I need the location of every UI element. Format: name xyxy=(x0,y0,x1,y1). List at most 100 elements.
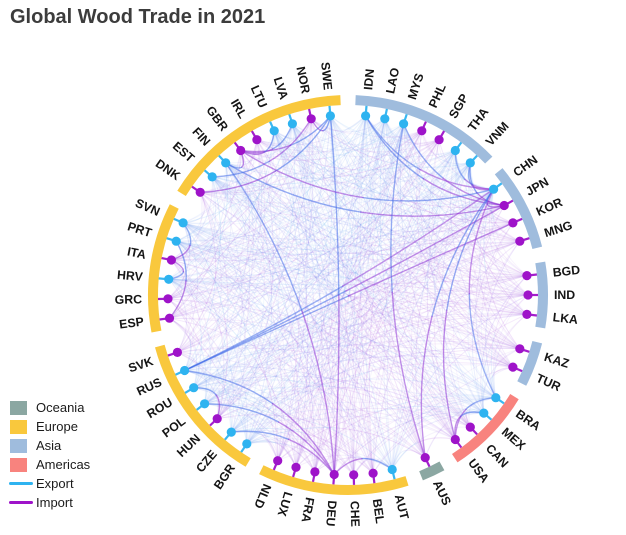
legend-item-import[interactable]: Import xyxy=(8,493,90,512)
node-dot-est-export[interactable] xyxy=(207,172,217,182)
trade-edge xyxy=(177,269,218,353)
trade-edge xyxy=(168,278,313,348)
node-dot-vnm-export[interactable] xyxy=(465,158,475,168)
node-dot-che-import[interactable] xyxy=(349,470,359,480)
legend-item-export[interactable]: Export xyxy=(8,474,90,493)
node-dot-cze-export[interactable] xyxy=(226,427,236,437)
trade-edge xyxy=(337,188,494,248)
node-dot-nld-import[interactable] xyxy=(273,456,283,466)
node-dot-svk-import[interactable] xyxy=(172,347,182,357)
trade-edge xyxy=(387,395,496,409)
trade-edge xyxy=(337,427,426,459)
node-label-ita: ITA xyxy=(126,244,147,261)
node-dot-aut-export[interactable] xyxy=(387,464,397,475)
node-dot-kaz-import[interactable] xyxy=(515,344,525,354)
trade-edge xyxy=(317,395,426,458)
node-label-aut: AUT xyxy=(392,493,412,521)
node-dot-pol-export[interactable] xyxy=(200,399,210,409)
node-label-fin: FIN xyxy=(189,125,213,149)
trade-edge xyxy=(360,276,514,368)
trade-edge xyxy=(177,263,226,353)
trade-edge xyxy=(319,139,440,209)
legend-item-asia[interactable]: Asia xyxy=(8,436,90,455)
trade-edge xyxy=(431,271,497,399)
node-dot-hun-import[interactable] xyxy=(212,414,222,424)
node-dot-bgd-import[interactable] xyxy=(522,271,532,281)
trade-edge xyxy=(404,397,496,416)
node-dot-mys-export[interactable] xyxy=(399,119,409,129)
node-dot-mng-import[interactable] xyxy=(515,236,525,246)
node-dot-svn-export[interactable] xyxy=(178,218,188,228)
trade-edge xyxy=(264,333,297,468)
node-label-jpn: JPN xyxy=(523,175,551,199)
trade-edge xyxy=(168,215,260,280)
trade-edge xyxy=(347,130,423,151)
trade-edge xyxy=(310,118,381,277)
trade-edge xyxy=(359,313,527,339)
node-dot-fra-import[interactable] xyxy=(310,467,320,477)
node-dot-usa-import[interactable] xyxy=(450,434,460,445)
node-dot-ltu-export[interactable] xyxy=(269,126,279,136)
trade-edge xyxy=(240,150,330,305)
trade-edge xyxy=(348,123,405,296)
node-dot-chn-export[interactable] xyxy=(489,184,499,194)
node-dot-tur-import[interactable] xyxy=(508,362,518,372)
trade-edge xyxy=(294,339,374,474)
trade-edge xyxy=(300,118,386,254)
node-dot-lao-export[interactable] xyxy=(380,114,390,124)
trade-edge xyxy=(296,370,393,470)
continent-arc-oceania-5 xyxy=(419,461,445,481)
trade-edge xyxy=(384,118,435,234)
node-dot-jpn-import[interactable] xyxy=(499,200,509,211)
node-dot-fin-export[interactable] xyxy=(221,158,231,168)
trade-edge xyxy=(384,160,471,168)
legend-item-europe[interactable]: Europe xyxy=(8,417,90,436)
node-dot-esp-import[interactable] xyxy=(164,313,175,323)
trade-edge xyxy=(193,387,295,409)
node-dot-deu-import[interactable] xyxy=(329,469,339,480)
trade-edge xyxy=(391,333,428,470)
node-dot-rus-export[interactable] xyxy=(180,365,190,376)
node-dot-kor-import[interactable] xyxy=(508,218,518,228)
node-dot-grc-import[interactable] xyxy=(163,294,173,304)
trade-edge xyxy=(322,130,423,180)
trade-edge xyxy=(292,115,367,252)
node-dot-can-import[interactable] xyxy=(465,422,475,432)
trade-edge xyxy=(246,415,351,445)
trade-edge xyxy=(311,346,426,458)
node-dot-ita-import[interactable] xyxy=(166,255,176,265)
trade-edge xyxy=(323,123,405,281)
node-dot-irl-import[interactable] xyxy=(252,135,262,145)
node-dot-swe-export[interactable] xyxy=(325,111,335,121)
node-dot-idn-export[interactable] xyxy=(361,111,371,121)
legend-item-americas[interactable]: Americas xyxy=(8,455,90,474)
node-dot-sgp-import[interactable] xyxy=(434,135,444,145)
node-dot-phl-import[interactable] xyxy=(417,126,427,136)
trade-edge xyxy=(315,331,426,458)
node-dot-prt-export[interactable] xyxy=(171,236,181,246)
node-dot-lux-import[interactable] xyxy=(291,462,301,472)
node-dot-bra-export[interactable] xyxy=(491,393,501,403)
node-dot-ind-import[interactable] xyxy=(523,290,533,300)
node-dot-tha-export[interactable] xyxy=(450,145,460,156)
node-dot-aus-import[interactable] xyxy=(420,453,430,463)
node-dot-nor-import[interactable] xyxy=(306,114,316,124)
trade-edge xyxy=(328,162,471,237)
legend-label: Americas xyxy=(36,457,91,472)
trade-edge xyxy=(168,278,283,359)
node-dot-gbr-import[interactable] xyxy=(236,145,246,156)
node-dot-bgr-export[interactable] xyxy=(242,439,252,449)
legend-item-oceania[interactable]: Oceania xyxy=(8,398,90,417)
node-dot-hrv-export[interactable] xyxy=(164,274,174,284)
trade-edge xyxy=(367,249,529,296)
node-dot-mex-export[interactable] xyxy=(479,408,489,418)
node-dot-lva-export[interactable] xyxy=(287,119,297,129)
trade-edge xyxy=(171,259,224,339)
node-label-rou: ROU xyxy=(144,395,175,421)
node-dot-bel-import[interactable] xyxy=(368,468,378,478)
node-dot-dnk-import[interactable] xyxy=(195,187,205,197)
node-dot-lka-import[interactable] xyxy=(522,309,532,319)
node-dot-rou-export[interactable] xyxy=(189,383,199,393)
trade-edge xyxy=(182,222,349,247)
trade-edge xyxy=(333,319,394,475)
